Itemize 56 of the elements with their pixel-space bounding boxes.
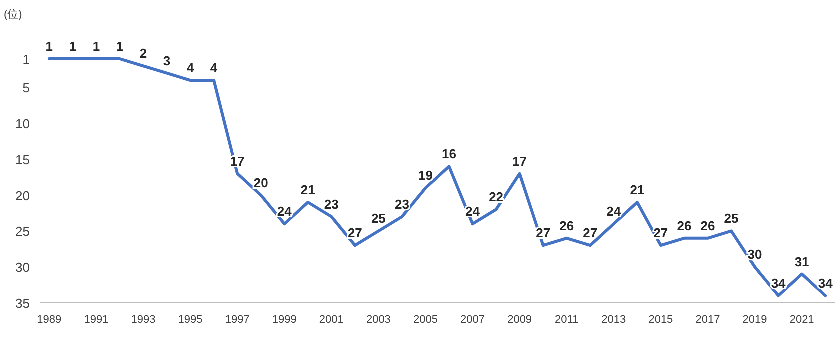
data-label: 26 [560, 218, 574, 234]
data-label: 31 [794, 254, 810, 270]
data-label: 1 [92, 39, 100, 54]
y-tick-label: 25 [16, 224, 30, 240]
x-tick-label: 2005 [413, 314, 438, 326]
y-tick-label: 35 [16, 296, 30, 311]
data-label: 21 [300, 182, 316, 198]
x-tick-label: 2009 [508, 314, 532, 326]
y-axis-title: (位) [4, 9, 22, 21]
x-tick-label: 2015 [648, 314, 674, 326]
data-label: 30 [748, 247, 762, 262]
x-tick-label: 2013 [602, 314, 626, 326]
data-label: 2 [140, 46, 148, 62]
y-tick-label: 5 [22, 80, 30, 96]
data-label: 19 [418, 168, 433, 184]
data-label: 27 [583, 226, 598, 241]
x-tick-label: 1995 [178, 314, 203, 326]
y-tick-label: 15 [16, 152, 30, 168]
data-label: 26 [700, 218, 716, 234]
data-label: 25 [371, 211, 386, 226]
x-tick-label: 2003 [366, 314, 391, 326]
x-tick-label: 2017 [696, 314, 720, 326]
x-tick-label: 2007 [460, 314, 486, 326]
x-tick-label: 1999 [272, 314, 297, 326]
data-label: 4 [210, 60, 218, 76]
x-tick-label: 1997 [225, 314, 250, 326]
data-label: 34 [818, 276, 834, 291]
y-tick-label: 20 [16, 188, 30, 204]
data-label: 26 [677, 218, 692, 234]
x-tick-label: 2001 [319, 314, 344, 326]
data-label: 4 [186, 60, 195, 76]
data-label: 23 [324, 196, 339, 212]
data-label: 20 [254, 175, 268, 190]
data-label: 22 [489, 190, 504, 205]
x-tick-label: 1989 [37, 314, 62, 326]
data-label: 21 [630, 182, 645, 198]
data-label: 23 [394, 196, 410, 212]
x-tick-label: 2019 [742, 314, 768, 326]
y-tick-label: 10 [16, 116, 30, 132]
data-label: 25 [724, 211, 739, 226]
data-label: 1 [46, 39, 54, 54]
x-tick-label: 2021 [790, 314, 814, 326]
data-label: 1 [69, 39, 77, 54]
x-tick-label: 2011 [555, 314, 579, 326]
y-tick-label: 1 [22, 52, 30, 67]
data-label: 24 [277, 204, 293, 220]
x-tick-label: 1991 [84, 314, 109, 326]
data-label: 16 [442, 146, 456, 162]
data-label: 1 [116, 39, 124, 54]
data-label: 17 [512, 154, 528, 169]
y-tick-label: 30 [16, 260, 30, 276]
data-label: 27 [348, 226, 362, 241]
x-tick-label: 1993 [131, 314, 156, 326]
data-label: 3 [163, 53, 171, 68]
data-label: 34 [771, 276, 787, 291]
data-label: 24 [606, 204, 622, 220]
